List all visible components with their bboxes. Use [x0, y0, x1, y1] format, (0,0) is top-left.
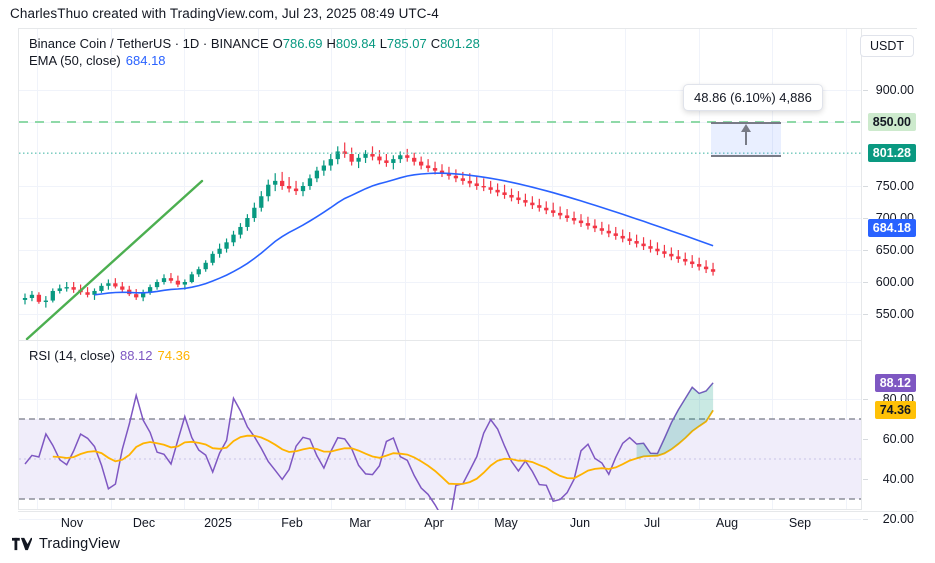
- chart-frame: 48.86 (6.10%) 4,886 Binance Coin / Tethe…: [18, 28, 918, 526]
- gridline-horizontal: [19, 314, 861, 315]
- tick-mark: [863, 314, 868, 315]
- tick-mark: [863, 399, 868, 400]
- rsi-cross-fill: [636, 382, 714, 459]
- ema-line: [94, 172, 714, 296]
- gridline-vertical: [404, 29, 406, 509]
- price-tick-600-00: 600.00: [875, 275, 914, 289]
- tradingview-footer[interactable]: TradingView: [12, 536, 120, 552]
- tick-mark: [863, 439, 868, 440]
- time-scale-divider: [18, 511, 917, 512]
- measurement-box[interactable]: [711, 122, 781, 158]
- time-label-aug: Aug: [715, 516, 739, 530]
- last-price-badge[interactable]: 801.28: [867, 144, 916, 163]
- price-candlestick-svg: [19, 121, 861, 340]
- gridline-vertical: [331, 29, 332, 509]
- price-tick-900-00: 900.00: [875, 83, 914, 97]
- time-label-may: May: [494, 516, 518, 530]
- tradingview-brand: TradingView: [39, 536, 120, 552]
- time-label-sep: Sep: [788, 516, 812, 530]
- price-tick-650-00: 650.00: [875, 243, 914, 257]
- gridline-horizontal: [19, 218, 861, 219]
- gridline-vertical: [184, 29, 185, 509]
- trendline: [25, 179, 204, 340]
- gridline-vertical: [110, 29, 112, 509]
- tick-mark: [863, 282, 868, 283]
- gridline-horizontal: [19, 282, 861, 283]
- currency-badge[interactable]: USDT: [859, 35, 914, 57]
- measurement-tooltip: 48.86 (6.10%) 4,886: [683, 84, 823, 111]
- time-label-jun: Jun: [569, 516, 591, 530]
- tradingview-logo-icon: [12, 537, 32, 551]
- pane-separator: [19, 340, 861, 341]
- gridline-horizontal-rsi: [19, 519, 861, 520]
- gridline-horizontal: [19, 186, 861, 187]
- rsi-pane[interactable]: [19, 341, 861, 510]
- rsi-value-badge[interactable]: 88.12: [874, 373, 916, 392]
- gridline-vertical: [625, 29, 626, 509]
- price-tick-550-00: 550.00: [875, 307, 914, 321]
- level-price-badge[interactable]: 850.00: [867, 113, 916, 131]
- time-label-mar: Mar: [349, 516, 371, 530]
- price-tick-750-00: 750.00: [875, 179, 914, 193]
- ema-price-badge[interactable]: 684.18: [867, 219, 916, 238]
- rsi-tick-40-00: 40.00: [882, 472, 914, 486]
- tick-mark: [863, 218, 868, 219]
- rsi-tick-20-00: 20.00: [882, 512, 914, 526]
- tick-mark: [863, 479, 868, 480]
- tick-mark: [863, 186, 868, 187]
- price-pane[interactable]: [19, 29, 861, 340]
- gridline-vertical: [772, 29, 773, 509]
- rsi-ma-badge[interactable]: 74.36: [874, 401, 916, 420]
- rsi-tick-60-00: 60.00: [882, 432, 914, 446]
- price-scale[interactable]: USDT 900.00 750.00 700.00 650.00 600.00 550.0…: [859, 29, 918, 526]
- rsi-ma-line: [52, 409, 714, 485]
- gridline-vertical: [845, 29, 847, 509]
- gridline-horizontal-rsi: [19, 399, 861, 400]
- gridline-vertical: [551, 29, 553, 509]
- gridline-vertical: [257, 29, 259, 509]
- gridline-horizontal: [19, 250, 861, 251]
- gridline-vertical: [37, 29, 38, 509]
- time-label-feb: Feb: [281, 516, 303, 530]
- time-label-dec: Dec: [132, 516, 156, 530]
- attribution-text: CharlesThuo created with TradingView.com…: [10, 6, 439, 21]
- price-scale-separator: [861, 29, 862, 510]
- tick-mark: [863, 250, 868, 251]
- time-label-nov: Nov: [60, 516, 84, 530]
- gridline-horizontal: [19, 90, 861, 91]
- measurement-arrow-icon: [741, 124, 751, 145]
- time-label-apr: Apr: [424, 516, 444, 530]
- time-label-jul: Jul: [644, 516, 660, 530]
- gridline-vertical: [478, 29, 479, 509]
- tick-mark: [863, 519, 868, 520]
- rsi-indicator-svg: [19, 382, 861, 510]
- tick-mark: [863, 90, 868, 91]
- time-scale[interactable]: Nov Dec 2025 Feb Mar Apr May Jun Jul Aug Sep: [18, 511, 917, 537]
- rsi-line: [24, 382, 714, 510]
- time-label-2025: 2025: [204, 516, 232, 530]
